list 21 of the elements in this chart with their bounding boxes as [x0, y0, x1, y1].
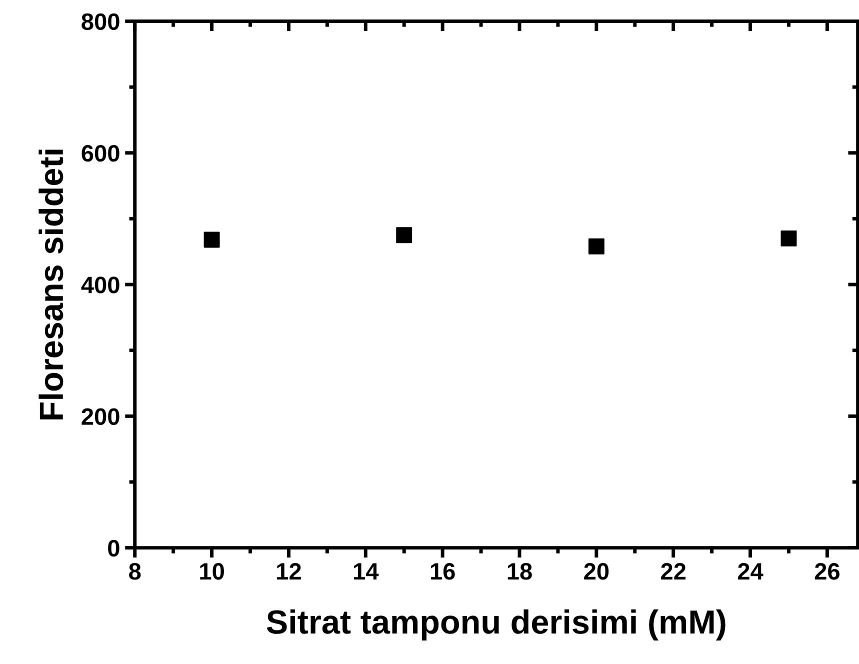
y-tick-label: 200 [82, 408, 120, 425]
x-tick-label: 22 [661, 563, 686, 580]
y-tick-label: 400 [81, 276, 120, 294]
x-tick-label: 26 [814, 563, 840, 580]
x-tick-label: 20 [584, 563, 609, 580]
x-tick-label: 24 [738, 563, 764, 580]
x-tick-label: 16 [430, 563, 455, 580]
y-tick-label: 800 [82, 13, 120, 30]
x-tick-label: 12 [277, 563, 301, 580]
x-axis-title: Sitrat tamponu derisimi (mM) [266, 609, 726, 640]
x-tick-label: 8 [129, 563, 141, 580]
x-tick-label: 14 [354, 563, 379, 580]
point [588, 238, 604, 254]
y-tick-label: 0 [108, 540, 120, 557]
point [780, 230, 797, 246]
point [396, 227, 412, 244]
x-tick-label: 10 [200, 563, 224, 580]
y-axis-title: Floresans siddeti [38, 150, 64, 420]
y-tick-label: 600 [82, 144, 120, 162]
x-tick-label: 18 [508, 563, 532, 580]
point [204, 232, 220, 248]
